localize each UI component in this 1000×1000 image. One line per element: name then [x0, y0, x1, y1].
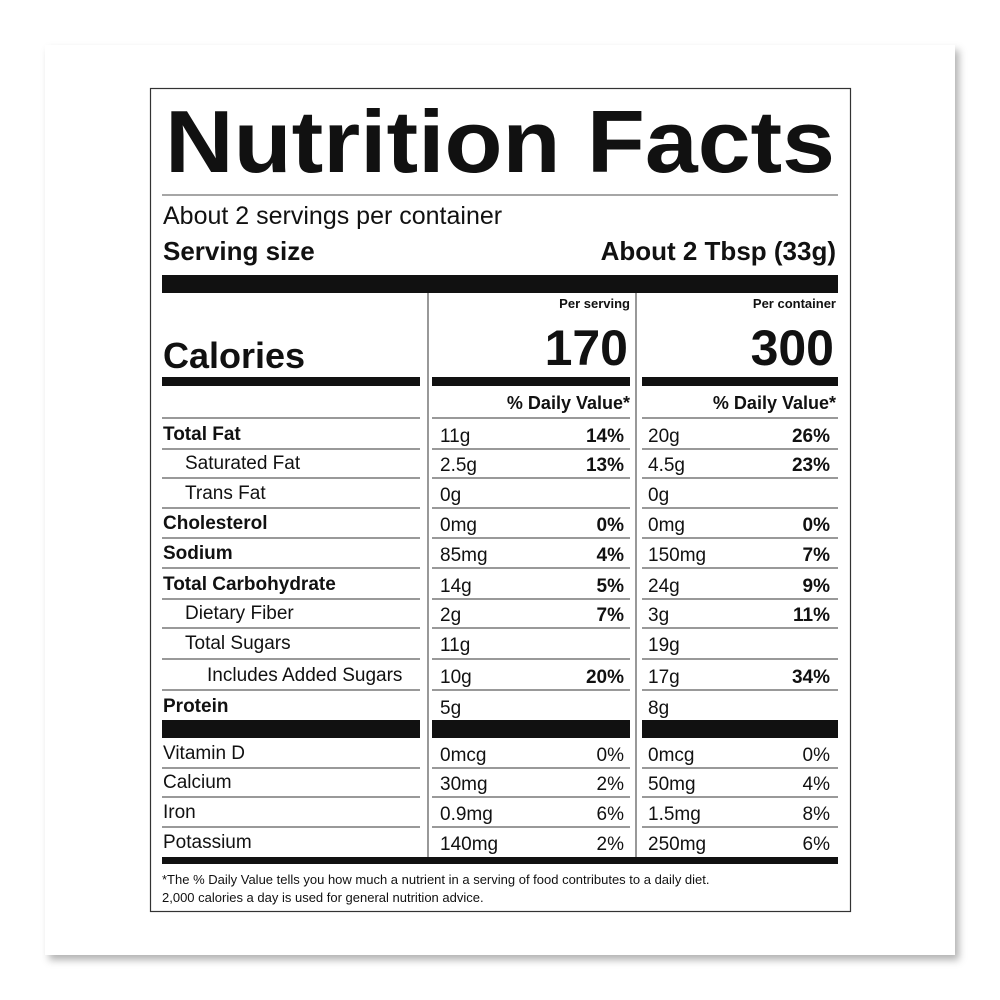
vitamin-name: Calcium	[163, 772, 232, 793]
calories-value: 170	[545, 320, 628, 376]
footnote: 2,000 calories a day is used for general…	[162, 890, 484, 905]
daily-value: 11%	[793, 605, 830, 626]
daily-value: 14%	[586, 426, 624, 447]
nutrient-name: Saturated Fat	[185, 453, 301, 474]
daily-value: 5%	[597, 576, 625, 597]
daily-value: 0%	[597, 745, 625, 766]
amount: 11g	[440, 426, 470, 447]
thick-bar	[432, 377, 630, 386]
amount: 150mg	[648, 545, 706, 566]
thick-bar	[162, 720, 420, 738]
nutrient-name: Trans Fat	[185, 483, 266, 504]
daily-value: 34%	[792, 667, 830, 688]
nutrient-name: Dietary Fiber	[185, 603, 294, 624]
amount: 11g	[440, 635, 470, 656]
daily-value: 7%	[597, 605, 625, 626]
vitamin-name: Potassium	[163, 832, 252, 853]
dv-heading: % Daily Value*	[507, 393, 630, 413]
vitamin-name: Vitamin D	[163, 743, 245, 764]
amount: 0.9mg	[440, 804, 493, 825]
nutrient-name: Total Sugars	[185, 633, 291, 654]
daily-value: 7%	[803, 545, 831, 566]
daily-value: 2%	[597, 774, 625, 795]
amount: 8g	[648, 698, 669, 719]
daily-value: 8%	[803, 804, 831, 825]
daily-value: 6%	[803, 834, 831, 855]
daily-value: 20%	[586, 667, 624, 688]
serving-size-label: Serving size	[163, 236, 315, 266]
column-heading: Per serving	[559, 296, 630, 311]
amount: 4.5g	[648, 455, 685, 476]
amount: 0mcg	[648, 745, 694, 766]
amount: 0mg	[648, 515, 685, 536]
amount: 140mg	[440, 834, 498, 855]
thick-bar	[642, 377, 838, 386]
thick-bar	[432, 720, 630, 738]
amount: 14g	[440, 576, 472, 597]
nutrient-name: Total Fat	[163, 424, 241, 445]
amount: 1.5mg	[648, 804, 701, 825]
amount: 2.5g	[440, 455, 477, 476]
amount: 250mg	[648, 834, 706, 855]
daily-value: 9%	[803, 576, 831, 597]
amount: 24g	[648, 576, 680, 597]
daily-value: 0%	[803, 745, 831, 766]
amount: 50mg	[648, 774, 696, 795]
amount: 0mg	[440, 515, 477, 536]
daily-value: 0%	[803, 515, 831, 536]
daily-value: 2%	[597, 834, 625, 855]
amount: 5g	[440, 698, 461, 719]
thick-bar	[162, 377, 420, 386]
daily-value: 4%	[803, 774, 831, 795]
daily-value: 26%	[792, 426, 830, 447]
nutrient-name: Total Carbohydrate	[163, 574, 336, 595]
amount: 2g	[440, 605, 461, 626]
column-heading: Per container	[753, 296, 836, 311]
amount: 0g	[440, 485, 461, 506]
amount: 85mg	[440, 545, 488, 566]
servings: About 2 servings per container	[163, 202, 502, 230]
nutrient-name: Includes Added Sugars	[207, 665, 402, 686]
nutrient-name: Sodium	[163, 543, 233, 564]
dv-heading: % Daily Value*	[713, 393, 836, 413]
daily-value: 0%	[597, 515, 625, 536]
amount: 30mg	[440, 774, 488, 795]
thick-bar	[162, 857, 838, 864]
amount: 0g	[648, 485, 669, 506]
thick-bar	[642, 720, 838, 738]
footnote: *The % Daily Value tells you how much a …	[162, 872, 710, 887]
nutrient-name: Protein	[163, 696, 228, 717]
serving-size-value: About 2 Tbsp (33g)	[601, 236, 836, 266]
daily-value: 6%	[597, 804, 625, 825]
vitamin-name: Iron	[163, 802, 196, 823]
amount: 17g	[648, 667, 680, 688]
nutrient-name: Cholesterol	[163, 513, 268, 534]
thick-bar	[162, 275, 838, 293]
daily-value: 23%	[792, 455, 830, 476]
calories-label: Calories	[163, 335, 305, 376]
amount: 10g	[440, 667, 472, 688]
label-border	[149, 87, 852, 913]
daily-value: 13%	[586, 455, 624, 476]
amount: 20g	[648, 426, 680, 447]
amount: 19g	[648, 635, 680, 656]
amount: 3g	[648, 605, 669, 626]
title: Nutrition Facts	[165, 92, 835, 191]
card	[45, 45, 955, 955]
daily-value: 4%	[597, 545, 625, 566]
calories-value: 300	[751, 320, 834, 376]
amount: 0mcg	[440, 745, 486, 766]
